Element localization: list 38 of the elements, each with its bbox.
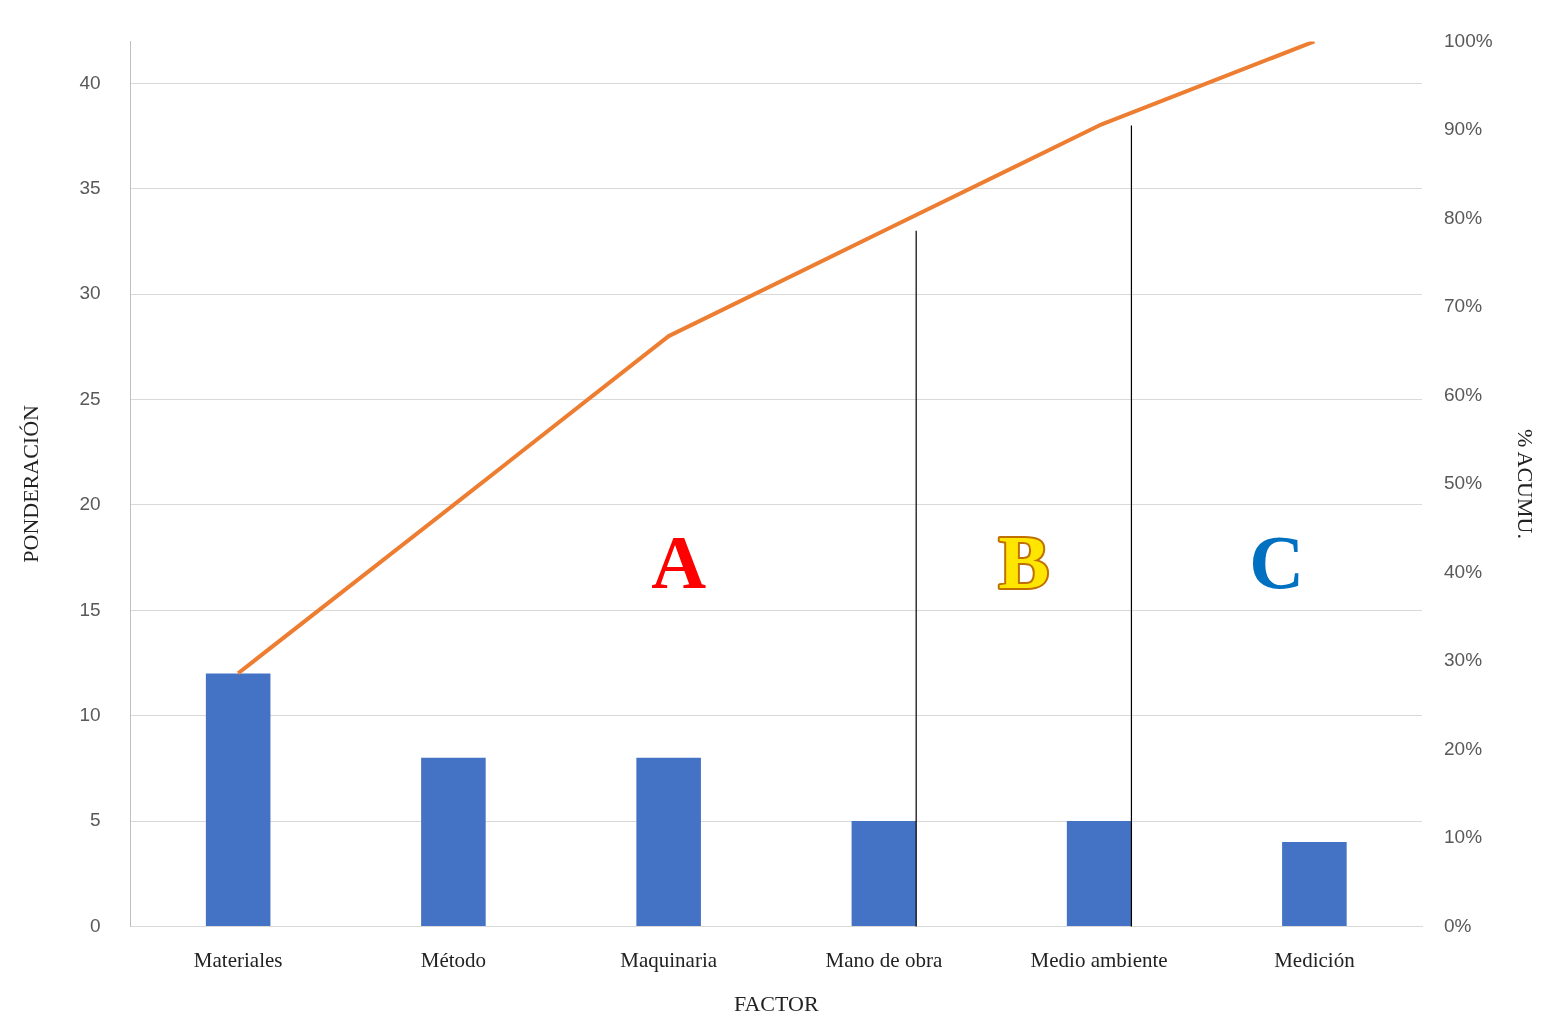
y2-tick-label: 100% xyxy=(1444,29,1493,51)
y2-tick-label: 20% xyxy=(1444,737,1483,759)
annotation: B xyxy=(998,519,1050,604)
y2-tick-label: 80% xyxy=(1444,206,1483,228)
y-tick-label: 20 xyxy=(79,493,101,515)
y2-tick-label: 50% xyxy=(1444,472,1483,494)
y2-tick-label: 70% xyxy=(1444,295,1483,317)
bar xyxy=(851,821,917,926)
x-axis-title: FACTOR xyxy=(733,990,819,1016)
bar xyxy=(421,757,486,926)
y-axis-title: PONDERACIÓN xyxy=(17,404,43,563)
y-tick-label: 25 xyxy=(79,387,101,409)
y2-tick-label: 30% xyxy=(1444,649,1483,671)
y2-tick-label: 90% xyxy=(1444,118,1483,140)
y-tick-label: 5 xyxy=(89,809,101,831)
y2-tick-label: 10% xyxy=(1444,826,1483,848)
annotation: A xyxy=(651,519,707,604)
x-tick-label: Mano de obra xyxy=(825,947,943,972)
y2-tick-label: 40% xyxy=(1444,560,1483,582)
y2-tick-label: 0% xyxy=(1444,914,1472,936)
bar xyxy=(636,757,701,926)
x-tick-label: Medición xyxy=(1274,947,1356,972)
bar xyxy=(1066,821,1132,926)
y-tick-label: 0 xyxy=(89,914,101,936)
y2-tick-label: 60% xyxy=(1444,383,1483,405)
x-tick-label: Método xyxy=(420,947,487,972)
y-tick-label: 35 xyxy=(79,177,101,199)
y-tick-label: 15 xyxy=(79,598,101,620)
y-tick-label: 40 xyxy=(79,71,101,93)
y-tick-label: 30 xyxy=(79,282,101,304)
x-tick-label: Medio ambiente xyxy=(1030,947,1168,972)
annotation: C xyxy=(1249,519,1305,604)
bar xyxy=(1282,842,1347,926)
x-tick-label: Maquinaria xyxy=(620,947,718,972)
bar xyxy=(205,673,271,926)
y-tick-label: 10 xyxy=(79,703,101,725)
y2-axis-title: % ACUMU. xyxy=(1513,428,1539,539)
x-tick-label: Materiales xyxy=(193,947,283,972)
